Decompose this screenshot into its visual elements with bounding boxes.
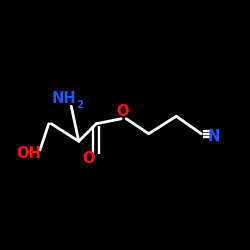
Text: N: N [208, 129, 220, 144]
Text: O: O [82, 151, 95, 166]
Text: OH: OH [16, 146, 41, 161]
Text: 2: 2 [76, 100, 84, 110]
Text: O: O [116, 104, 129, 119]
Text: NH: NH [52, 91, 76, 106]
